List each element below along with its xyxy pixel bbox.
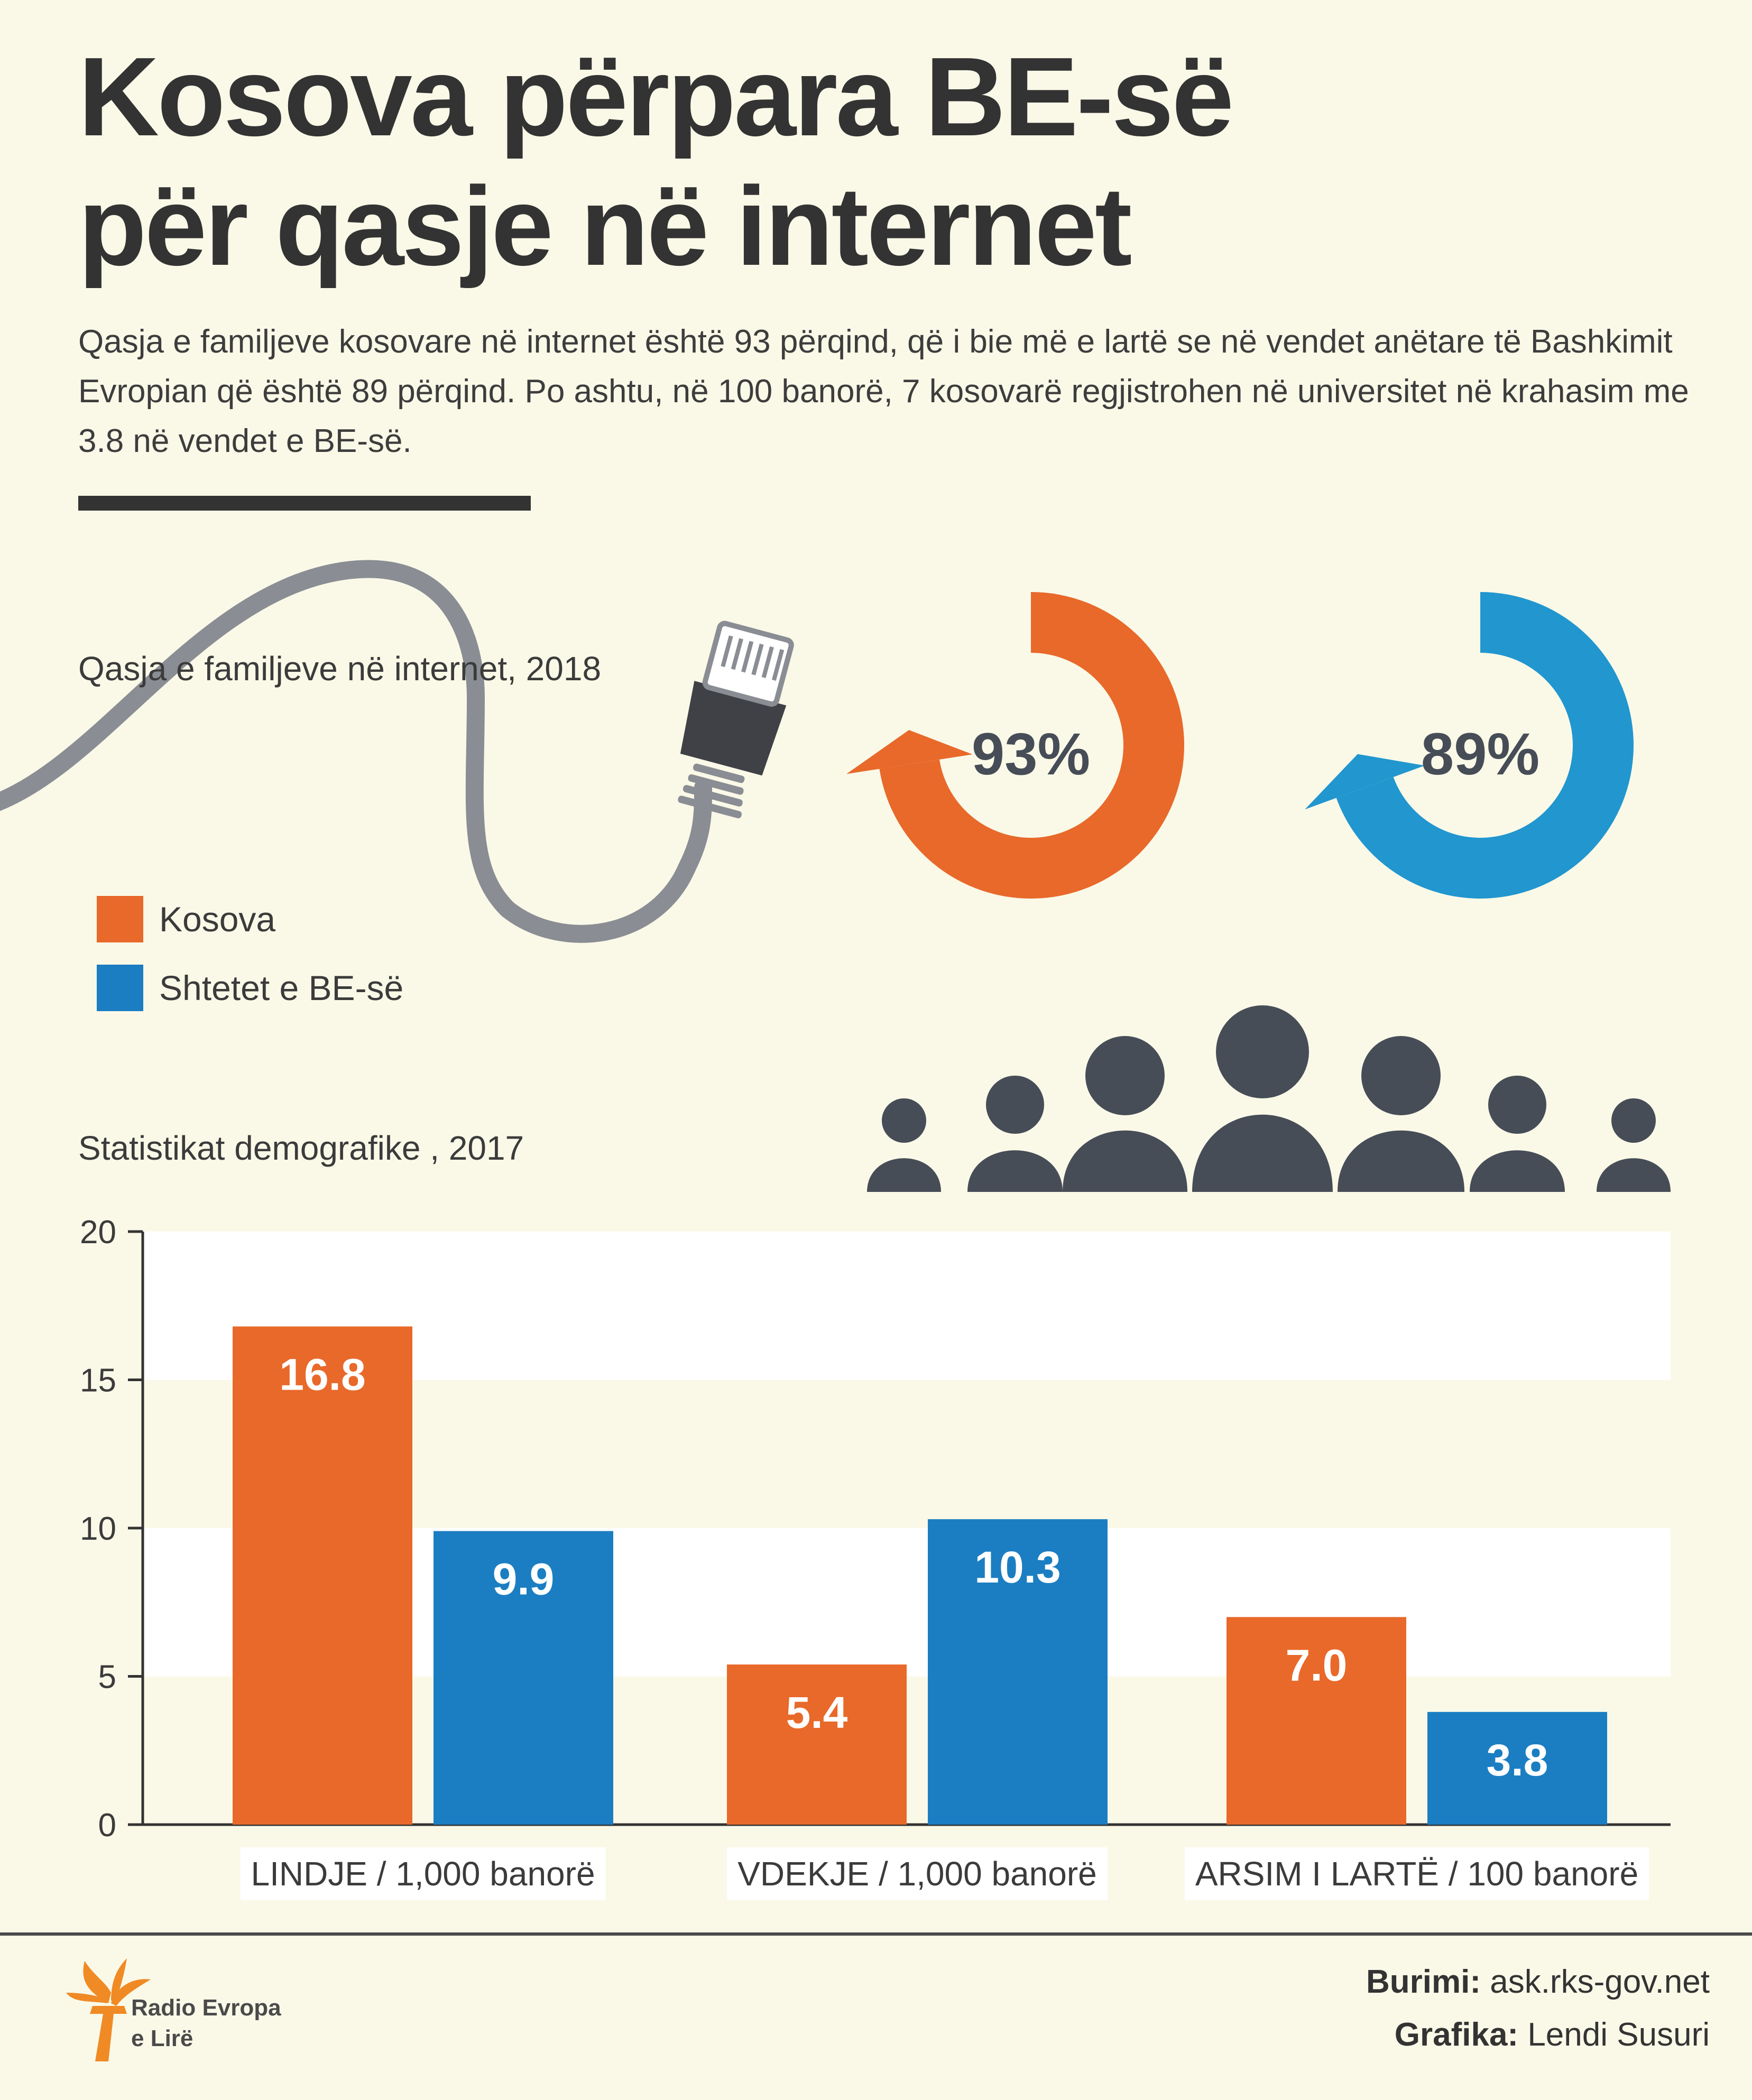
y-tick-label: 10 (80, 1511, 116, 1547)
bar-kosova (727, 1664, 907, 1825)
logo-line-1: Radio Evropa (131, 1995, 281, 2021)
eu-ring-arc (1336, 592, 1634, 899)
bar-eu (434, 1531, 613, 1825)
kosova-arrow-icon (846, 730, 973, 774)
bar-kosova (1227, 1617, 1406, 1825)
legend-label-eu: Shtetet e BE-së (159, 968, 404, 1007)
eu-arrow-icon (1305, 754, 1425, 810)
logo-line-2: e Lirë (131, 2025, 193, 2051)
graphic-credit: Grafika: Lendi Susuri (1366, 2009, 1710, 2061)
bar-value-label: 16.8 (279, 1350, 366, 1400)
radio-evropa-logo-icon (66, 1958, 151, 2061)
kosova-ring: 93% (846, 592, 1184, 899)
logo-text: Radio Evropa e Lirë (131, 1993, 281, 2054)
x-category-label: LINDJE / 1,000 banorë (251, 1855, 595, 1893)
legend-swatch-kosova (97, 896, 143, 942)
cable-wire (0, 560, 712, 943)
x-category-label: VDEKJE / 1,000 banorë (737, 1855, 1097, 1893)
title-line-1: Kosova përpara BE-së (78, 34, 1234, 159)
credits: Burimi: ask.rks-gov.net Grafika: Lendi S… (1366, 1956, 1710, 2061)
graphic-value: Lendi Susuri (1527, 2016, 1710, 2053)
kosova-percent: 93% (972, 721, 1090, 787)
internet-section-label: Qasja e familjeve në internet, 2018 (78, 650, 602, 688)
intro-paragraph: Qasja e familjeve kosovare në internet ë… (78, 323, 1689, 459)
bar-eu (1427, 1712, 1607, 1825)
kosova-ring-arc (879, 592, 1184, 899)
eu-percent: 89% (1421, 721, 1539, 787)
title-line-2: për qasje në internet (78, 163, 1132, 289)
bar-eu (928, 1519, 1108, 1825)
footer-divider (0, 1932, 1752, 1936)
source-value: ask.rks-gov.net (1490, 1964, 1710, 2000)
demographics-bar-chart: 0 5 10 15 20 16.8 9.9 5.4 10.3 7.0 3.8 LINDJE / 1… (80, 1214, 1671, 1900)
y-tick-label: 5 (98, 1659, 116, 1696)
x-category-label: ARSIM I LARTË / 100 banorë (1195, 1855, 1638, 1893)
internet-access-rings: 93% 89% (846, 592, 1634, 899)
source-label: Burimi: (1366, 1964, 1481, 2000)
bar-value-label: 7.0 (1286, 1640, 1348, 1690)
legend-item-eu: Shtetet e BE-së (97, 965, 403, 1011)
bar-value-label: 9.9 (493, 1555, 555, 1604)
bar-kosova (233, 1326, 412, 1825)
bar-value-label: 5.4 (786, 1688, 848, 1737)
legend-label-kosova: Kosova (159, 900, 276, 939)
bars: 16.8 9.9 5.4 10.3 7.0 3.8 (233, 1326, 1607, 1825)
x-category-label-bg (727, 1847, 1108, 1900)
eu-ring: 89% (1305, 592, 1634, 899)
x-category-label-bg (240, 1847, 606, 1900)
demographics-section-label: Statistikat demografike , 2017 (78, 1129, 524, 1167)
y-tick-label: 15 (80, 1363, 116, 1399)
x-category-label-bg (1184, 1847, 1649, 1900)
x-axis-labels: LINDJE / 1,000 banorë VDEKJE / 1,000 bano… (240, 1847, 1649, 1900)
y-tick-label: 0 (98, 1807, 116, 1844)
ethernet-plug-icon (678, 621, 794, 819)
y-tick-label: 20 (80, 1214, 116, 1251)
bar-value-label: 10.3 (974, 1542, 1061, 1592)
legend-item-kosova: Kosova (97, 896, 275, 942)
source-credit: Burimi: ask.rks-gov.net (1366, 1956, 1710, 2009)
bar-value-label: 3.8 (1487, 1735, 1548, 1785)
legend-swatch-eu (97, 965, 143, 1011)
page-title: Kosova përpara BE-së për qasje në intern… (78, 32, 1664, 291)
ethernet-cable-icon (0, 560, 794, 943)
people-group-icon (867, 1005, 1671, 1192)
title-divider (78, 496, 531, 511)
graphic-label: Grafika: (1394, 2016, 1519, 2053)
